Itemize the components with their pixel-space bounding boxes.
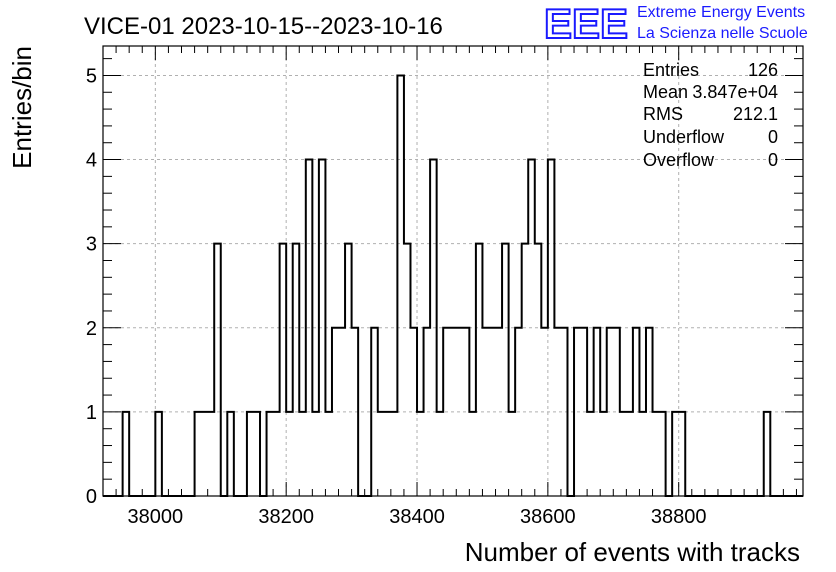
- grid-lines: [103, 46, 803, 496]
- logo-line2: La Scienza nelle Scuole: [637, 25, 808, 42]
- histogram-bin-38: [469, 412, 476, 496]
- histogram-bin-24: [378, 412, 385, 496]
- histogram-bin-61: [626, 412, 633, 496]
- x-tick-label-1: 38200: [258, 506, 314, 528]
- stats-entries-value: 126: [748, 60, 778, 80]
- stats-underflow-label: Underflow: [643, 127, 725, 147]
- histogram-bin-25: [384, 412, 391, 496]
- stats-overflow-label: Overflow: [643, 150, 715, 170]
- histogram-bin-3: [201, 412, 208, 496]
- histogram-bin-30: [417, 412, 424, 496]
- histogram-bin-10: [273, 412, 280, 496]
- x-tick-label-3: 38600: [520, 506, 576, 528]
- histogram-bin-26: [391, 412, 398, 496]
- logo-mark: EEE: [544, 0, 628, 47]
- stats-rms-label: RMS: [643, 104, 683, 124]
- y-tick-label-1: 1: [86, 402, 97, 424]
- histogram-bin-33: [437, 412, 444, 496]
- stats-entries-label: Entries: [643, 60, 699, 80]
- histogram-bin-44: [509, 412, 516, 496]
- stats-overflow-value: 0: [768, 150, 778, 170]
- histogram-bin-60: [620, 412, 627, 496]
- y-axis-tick-labels: 0 1 2 3 4 5: [86, 65, 97, 508]
- histogram-bin-18: [325, 412, 332, 496]
- y-tick-label-3: 3: [86, 234, 97, 256]
- y-tick-label-2: 2: [86, 318, 97, 340]
- stats-underflow-value: 0: [768, 127, 778, 147]
- histogram-bin-55: [587, 412, 594, 496]
- histogram-bin-63: [639, 412, 646, 496]
- plot-frame: [102, 45, 804, 497]
- histogram-bin-12: [286, 412, 293, 496]
- x-tick-label-4: 38800: [651, 506, 707, 528]
- stats-rms-value: 212.1: [733, 104, 778, 124]
- histogram-bin-14: [299, 412, 306, 496]
- chart-title: VICE-01 2023-10-15--2023-10-16: [84, 13, 443, 40]
- histogram-bin-57: [600, 412, 607, 496]
- histogram-bin-4: [208, 412, 215, 496]
- x-axis-title: Number of events with tracks: [465, 537, 800, 567]
- eee-logo: EEE Extreme Energy Events La Scienza nel…: [543, 0, 808, 48]
- x-tick-label-2: 38400: [389, 506, 445, 528]
- logo-line1: Extreme Energy Events: [637, 4, 805, 21]
- x-axis-tick-labels: 38000 38200 38400 38600 38800: [128, 506, 707, 528]
- stats-box: Entries 126 Mean 3.847e+04 RMS 212.1 Und…: [643, 60, 778, 170]
- y-tick-label-4: 4: [86, 150, 97, 172]
- axis-ticks: [102, 46, 803, 497]
- x-tick-label-0: 38000: [128, 506, 184, 528]
- histogram-bin-16: [312, 412, 319, 496]
- y-axis-title: Entries/bin: [7, 46, 37, 169]
- histogram-outline: [103, 74, 803, 497]
- stats-mean-value: 3.847e+04: [692, 82, 778, 102]
- y-tick-label-5: 5: [86, 65, 97, 87]
- histogram-bin-65: [653, 412, 660, 496]
- stats-mean-label: Mean: [643, 82, 688, 102]
- y-tick-label-0: 0: [86, 486, 97, 508]
